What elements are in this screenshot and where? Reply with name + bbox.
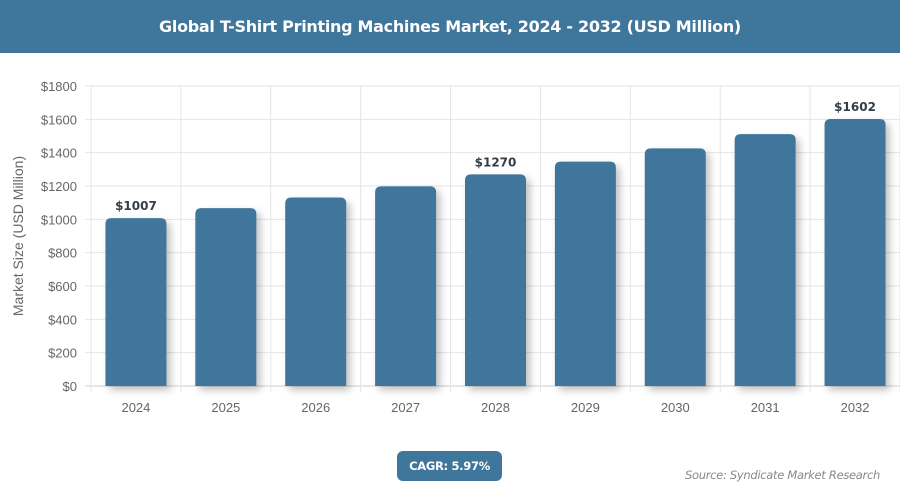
y-tick-label: $200 [48, 346, 77, 361]
bar-2030 [644, 148, 706, 386]
data-label: $1602 [834, 100, 876, 114]
bar-2028 [465, 174, 526, 386]
y-tick-label: $1200 [41, 179, 77, 194]
bar-2025 [195, 208, 257, 386]
x-tick-label: 2027 [391, 400, 420, 415]
data-label: $1270 [475, 155, 517, 169]
y-tick-label: $1600 [41, 112, 77, 127]
source-note: Source: Syndicate Market Research [685, 468, 880, 482]
cagr-text: CAGR: 5.97% [409, 459, 490, 473]
data-label: $1007 [115, 199, 157, 213]
x-tick-label: 2024 [121, 400, 150, 415]
x-tick-label: 2032 [841, 400, 870, 415]
bar-2029 [554, 161, 616, 386]
y-tick-label: $400 [48, 312, 77, 327]
bar-2026 [285, 197, 347, 386]
y-tick-label: $600 [48, 279, 77, 294]
chart-title: Global T-Shirt Printing Machines Market,… [159, 17, 741, 36]
chart-title-banner: Global T-Shirt Printing Machines Market,… [0, 0, 900, 53]
bars [105, 119, 886, 386]
bar-2032 [824, 119, 886, 386]
x-tick-label: 2025 [211, 400, 240, 415]
y-axis-ticks: $0 $200 $400 $600 $800 $1000 $1200 $1400 $1600 $1… [41, 79, 77, 394]
x-tick-label: 2031 [751, 400, 780, 415]
bar-chart: $0 $200 $400 $600 $800 $1000 $1200 $1400 $1600 $1… [41, 79, 900, 415]
bar-2031 [734, 134, 796, 386]
y-tick-label: $0 [63, 379, 77, 394]
bar-2024 [105, 218, 167, 386]
y-tick-label: $800 [48, 246, 77, 261]
x-axis-ticks: 2024 2025 2026 2027 2028 2029 2030 2031 2032 [121, 400, 869, 415]
y-tick-label: $1800 [41, 79, 77, 94]
cagr-badge: CAGR: 5.97% [397, 451, 502, 481]
y-tick-label: $1400 [41, 146, 77, 161]
x-tick-label: 2028 [481, 400, 510, 415]
x-tick-label: 2029 [571, 400, 600, 415]
y-tick-label: $1000 [41, 212, 77, 227]
bar-2027 [375, 186, 437, 386]
data-labels: $1007 $1270 $1602 [115, 100, 876, 213]
x-tick-label: 2026 [301, 400, 330, 415]
x-tick-label: 2030 [661, 400, 690, 415]
